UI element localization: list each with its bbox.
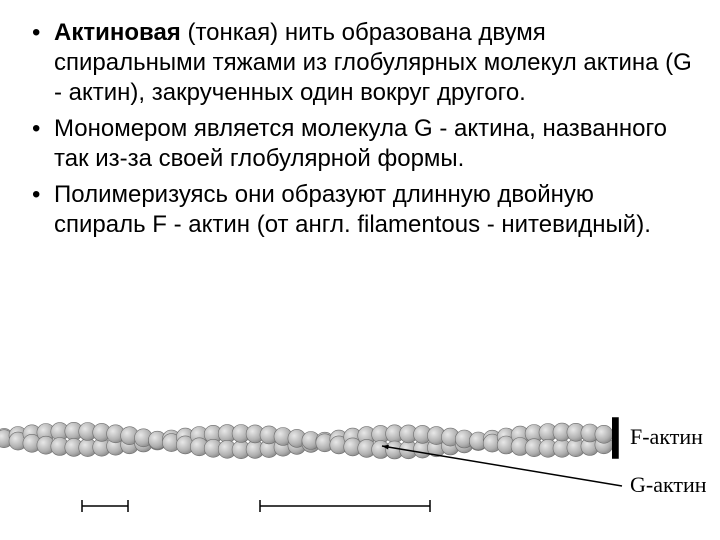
bullet-item: Мономером является молекула G - актина, …: [28, 114, 692, 174]
scale-bar-small: [82, 500, 128, 512]
bullet-list: Актиновая (тонкая) нить образована двумя…: [28, 18, 692, 240]
f-actin-bracket: [612, 418, 618, 458]
bullet-text: Мономером является молекула G - актина, …: [54, 115, 667, 172]
filament-beads: [0, 422, 613, 459]
bullet-bold: Актиновая: [54, 19, 181, 46]
g-actin-label: G-актин: [630, 472, 707, 497]
bullet-item: Актиновая (тонкая) нить образована двумя…: [28, 18, 692, 108]
bullet-text: Полимеризуясь они образуют длинную двойн…: [54, 181, 651, 238]
f-actin-label: F-актин: [630, 424, 703, 449]
bullet-item: Полимеризуясь они образуют длинную двойн…: [28, 180, 692, 240]
scale-bar-large: [260, 500, 430, 512]
actin-filament-svg: F-актин G-актин: [0, 400, 720, 540]
actin-diagram: F-актин G-актин: [0, 400, 720, 540]
